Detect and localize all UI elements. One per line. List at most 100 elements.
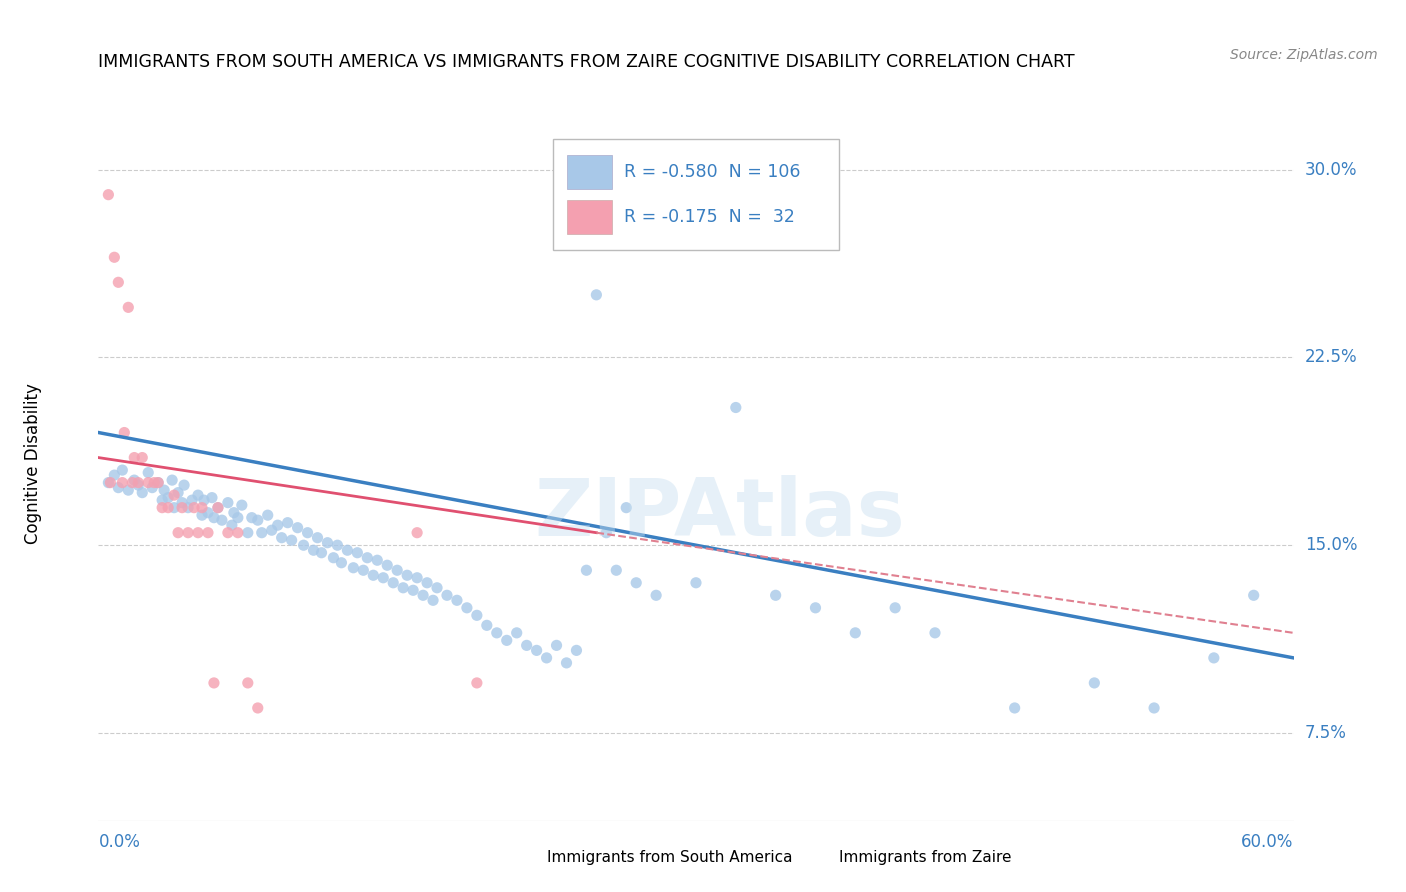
Point xyxy=(226,510,249,524)
Text: 22.5%: 22.5% xyxy=(1305,349,1357,367)
Point xyxy=(236,676,259,690)
Point xyxy=(141,481,163,495)
Point xyxy=(163,488,186,502)
Point xyxy=(292,538,315,552)
Point xyxy=(322,550,344,565)
Point xyxy=(546,639,568,653)
FancyBboxPatch shape xyxy=(797,847,831,867)
Point xyxy=(1004,701,1026,715)
Point xyxy=(436,588,458,602)
Point xyxy=(187,525,209,540)
Point xyxy=(226,525,249,540)
Point xyxy=(277,516,299,530)
Point xyxy=(148,475,170,490)
Point xyxy=(136,475,159,490)
Point xyxy=(177,500,200,515)
Point xyxy=(211,513,233,527)
Point xyxy=(124,450,146,465)
Point xyxy=(98,475,122,490)
Point xyxy=(167,525,190,540)
Point xyxy=(246,701,269,715)
Point xyxy=(526,643,548,657)
Point xyxy=(103,250,125,264)
Point xyxy=(111,463,134,477)
Point xyxy=(416,575,439,590)
Point xyxy=(373,571,395,585)
Point xyxy=(1202,651,1225,665)
Point xyxy=(197,506,219,520)
Point xyxy=(302,543,325,558)
Text: ZIPAtlas: ZIPAtlas xyxy=(534,475,905,553)
Point xyxy=(167,485,190,500)
Point xyxy=(107,275,129,289)
Point xyxy=(336,543,359,558)
Point xyxy=(157,500,180,515)
Point xyxy=(446,593,468,607)
Point xyxy=(1243,588,1265,602)
Point xyxy=(495,633,517,648)
Point xyxy=(107,481,129,495)
Point xyxy=(267,518,290,533)
Point xyxy=(465,608,488,623)
Point xyxy=(270,531,292,545)
Point xyxy=(193,493,215,508)
Point xyxy=(97,475,120,490)
Point xyxy=(555,656,578,670)
Point xyxy=(117,483,139,497)
Point xyxy=(412,588,434,602)
Point xyxy=(1083,676,1105,690)
Point xyxy=(765,588,787,602)
Point xyxy=(475,618,498,632)
Point xyxy=(844,625,866,640)
Point xyxy=(181,493,204,508)
Point xyxy=(366,553,388,567)
Point xyxy=(136,466,159,480)
Point xyxy=(595,525,617,540)
Point xyxy=(112,425,135,440)
Point xyxy=(385,563,409,577)
Point xyxy=(236,525,259,540)
Point xyxy=(536,651,558,665)
Point xyxy=(173,478,195,492)
Text: Cognitive Disability: Cognitive Disability xyxy=(24,384,42,544)
Point xyxy=(363,568,385,582)
Point xyxy=(231,498,253,512)
Point xyxy=(330,556,353,570)
Text: 0.0%: 0.0% xyxy=(98,833,141,851)
Point xyxy=(197,525,219,540)
Point xyxy=(316,535,339,549)
Text: 15.0%: 15.0% xyxy=(1305,536,1357,554)
Point xyxy=(131,450,153,465)
Point xyxy=(191,508,214,523)
Point xyxy=(246,513,269,527)
Point xyxy=(1143,701,1166,715)
Point xyxy=(103,468,125,483)
Point xyxy=(426,581,449,595)
Point xyxy=(645,588,668,602)
Point xyxy=(160,473,183,487)
Point xyxy=(924,625,946,640)
Point xyxy=(382,575,405,590)
Point xyxy=(506,625,529,640)
Point xyxy=(127,475,149,490)
FancyBboxPatch shape xyxy=(553,139,839,250)
Point xyxy=(346,546,368,560)
Point xyxy=(172,500,194,515)
Point xyxy=(111,475,134,490)
Point xyxy=(202,510,225,524)
Text: 60.0%: 60.0% xyxy=(1241,833,1294,851)
Text: IMMIGRANTS FROM SOUTH AMERICA VS IMMIGRANTS FROM ZAIRE COGNITIVE DISABILITY CORR: IMMIGRANTS FROM SOUTH AMERICA VS IMMIGRA… xyxy=(98,54,1076,71)
Point xyxy=(724,401,747,415)
Point xyxy=(614,500,637,515)
Point xyxy=(311,546,333,560)
Point xyxy=(127,478,149,492)
Point xyxy=(240,510,263,524)
Text: R = -0.580  N = 106: R = -0.580 N = 106 xyxy=(624,163,801,181)
Text: 30.0%: 30.0% xyxy=(1305,161,1357,178)
FancyBboxPatch shape xyxy=(505,847,538,867)
Point xyxy=(150,500,173,515)
Point xyxy=(157,491,180,505)
Point xyxy=(485,625,508,640)
Point xyxy=(124,473,146,487)
FancyBboxPatch shape xyxy=(567,155,612,189)
